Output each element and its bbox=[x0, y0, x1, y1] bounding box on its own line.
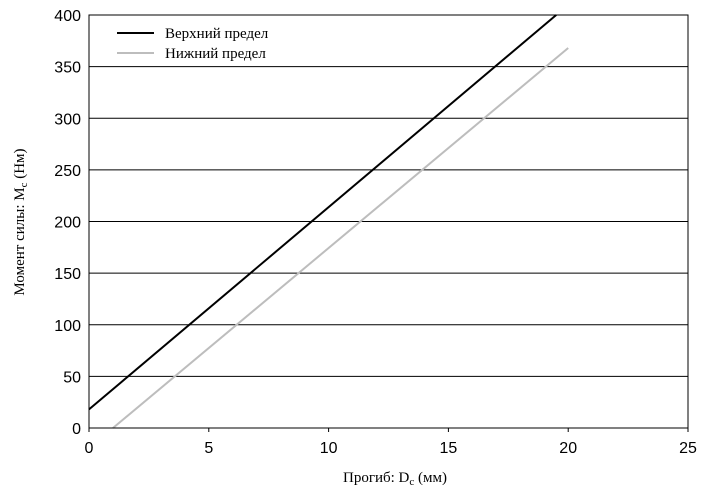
y-tick-label: 400 bbox=[54, 8, 81, 25]
x-tick-labels: 0 5 10 15 20 25 bbox=[85, 428, 697, 457]
x-axis-title: Прогиб: Dc (мм) bbox=[343, 470, 447, 488]
y-tick-label: 100 bbox=[54, 318, 81, 335]
y-tick-label: 250 bbox=[54, 163, 81, 180]
x-tick-label: 5 bbox=[204, 440, 213, 457]
x-tick-label: 25 bbox=[679, 440, 697, 457]
series-lines bbox=[88, 14, 569, 429]
y-tick-label: 350 bbox=[54, 60, 81, 77]
x-tick-label: 0 bbox=[85, 440, 94, 457]
y-tick-label: 50 bbox=[63, 369, 81, 386]
series-line-upper-limit bbox=[88, 14, 557, 411]
legend-label: Верхний предел bbox=[165, 26, 269, 42]
x-tick-label: 15 bbox=[440, 440, 458, 457]
y-tick-label: 200 bbox=[54, 215, 81, 232]
legend: Верхний предел Нижний предел bbox=[117, 26, 269, 62]
grid bbox=[89, 14, 688, 429]
plot-frame bbox=[88, 14, 689, 429]
y-tick-labels: 0 50 100 150 200 250 300 350 400 bbox=[54, 8, 81, 438]
y-axis-title: Момент силы: Mc (Нм) bbox=[12, 148, 30, 295]
y-tick-label: 0 bbox=[72, 421, 81, 438]
legend-label: Нижний предел bbox=[165, 46, 266, 62]
x-tick-label: 20 bbox=[559, 440, 577, 457]
y-tick-label: 150 bbox=[54, 266, 81, 283]
y-tick-label: 300 bbox=[54, 111, 81, 128]
series-line-lower-limit bbox=[112, 47, 569, 429]
x-tick-label: 10 bbox=[320, 440, 338, 457]
